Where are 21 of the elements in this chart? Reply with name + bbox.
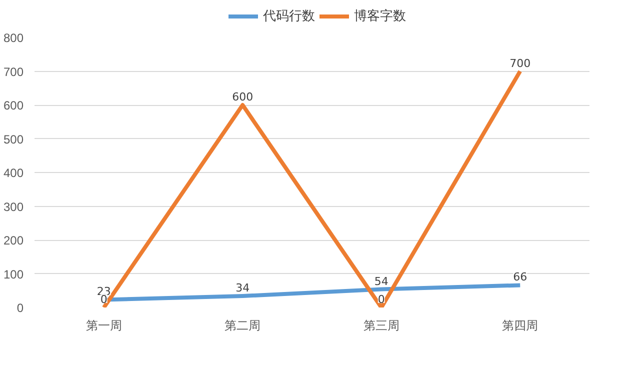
y-tick-label: 100 [3, 267, 24, 282]
legend-label: 代码行数 [263, 7, 315, 25]
data-label: 66 [513, 270, 528, 284]
x-tick-label: 第一周 [86, 318, 122, 332]
y-tick-label: 200 [3, 234, 24, 248]
data-label: 600 [232, 90, 254, 104]
y-tick-label: 0 [16, 301, 24, 315]
data-label: 0 [378, 293, 385, 306]
y-tick-label: 400 [3, 166, 24, 180]
y-tick-label: 700 [3, 64, 24, 79]
y-tick-label: 600 [3, 98, 24, 112]
data-label: 34 [236, 282, 250, 295]
y-tick-label: 300 [3, 200, 24, 214]
x-tick-label: 第三周 [363, 318, 400, 332]
legend-label: 博客字数 [354, 7, 406, 25]
data-label: 700 [510, 56, 531, 70]
y-tick-label: 500 [3, 132, 24, 146]
x-tick-label: 第二周 [224, 318, 261, 332]
x-tick-label: 第四周 [502, 318, 538, 332]
y-tick-label: 800 [3, 31, 24, 45]
data-label: 54 [374, 274, 388, 288]
